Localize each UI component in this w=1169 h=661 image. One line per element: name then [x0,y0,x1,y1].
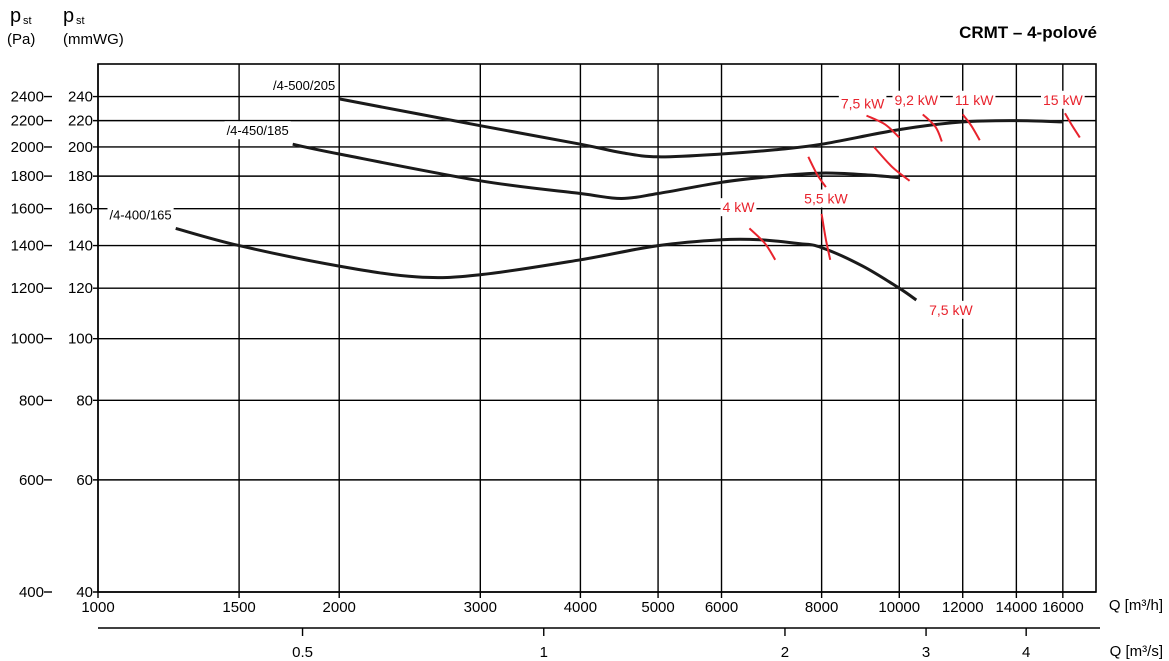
power-limit-arc [866,114,900,139]
x-top-tick-label: 1000 [81,599,114,616]
series-label-background [271,75,338,94]
power-label: 15 kW [1043,92,1083,108]
power-label: 7,5 kW [929,302,973,318]
power-limit-arc [807,156,827,188]
y-left-tick-label: 1400 [11,238,44,255]
power-label-background [927,300,975,319]
x-top-tick-label: 16000 [1042,599,1084,616]
x-top-tick-label: 4000 [564,599,597,616]
series-name-label: /4-450/185 [227,123,289,138]
power-label-background [1040,90,1085,109]
y-left-tick-label: 1800 [11,168,44,185]
y-right-label-symbol: p [63,5,74,27]
power-limit-arc [1064,112,1081,139]
y-right-tick-label: 200 [68,139,93,156]
y-right-label-unit: (mmWG) [63,31,124,48]
y-left-label-sub: st [23,15,32,27]
x-top-tick-label: 6000 [705,599,738,616]
y-left-label-unit: (Pa) [7,31,35,48]
y-left-tick-label: 800 [19,392,44,409]
x-bottom-tick-label: 0.5 [292,644,313,661]
power-limit-arc [873,146,911,182]
y-right-tick-label: 220 [68,113,93,130]
power-limit-arc [748,227,777,261]
power-label: 11 kW [955,92,994,108]
x-top-tick-label: 3000 [464,599,497,616]
y-left-tick-label: 600 [19,472,44,489]
y-right-tick-label: 160 [68,201,93,218]
series-label-background [224,121,291,140]
x-top-tick-label: 2000 [323,599,356,616]
x-bottom-tick-label: 1 [540,644,548,661]
x-bottom-axis-label: Q [m³/s] [1110,643,1163,660]
series-name-label: /4-400/165 [109,207,171,222]
y-right-tick-label: 120 [68,280,93,297]
y-left-tick-label: 1200 [11,280,44,297]
x-bottom-tick-label: 4 [1022,644,1030,661]
x-top-tick-label: 12000 [942,599,984,616]
y-right-tick-label: 240 [68,89,93,106]
power-label: 9,2 kW [894,92,938,108]
y-right-tick-label: 140 [68,238,93,255]
chart-axes [44,63,1100,636]
y-left-tick-label: 2400 [11,89,44,106]
power-label-background [952,90,996,109]
y-right-tick-label: 60 [76,472,93,489]
x-top-tick-label: 1500 [222,599,255,616]
x-top-tick-label: 5000 [641,599,674,616]
chart-labels: 1000 1500 2000 3000 4000 5000 6000 8000 10000 120… [11,75,1085,661]
y-right-tick-label: 100 [68,331,93,348]
x-top-tick-label: 8000 [805,599,838,616]
x-bottom-tick-label: 2 [781,644,789,661]
power-limit-arc [961,113,981,141]
y-left-tick-label: 400 [19,584,44,601]
power-label-background [720,198,757,217]
y-left-tick-label: 2200 [11,113,44,130]
y-right-tick-label: 180 [68,168,93,185]
x-top-axis-label: Q [m³/h] [1109,597,1163,614]
series-line [338,97,1063,159]
power-label-background [802,189,850,208]
power-limit-arc [922,113,943,142]
power-label-background [838,94,887,113]
power-limit-arcs [748,112,1081,261]
series-line [175,226,918,302]
x-bottom-tick-label: 3 [922,644,930,661]
y-right-tick-label: 40 [76,584,93,601]
series-label-background [107,205,174,224]
chart-title: CRMT – 4-polové [959,23,1097,42]
x-top-tick-label: 14000 [996,599,1038,616]
power-limit-arc [820,213,832,261]
series-name-label: /4-500/205 [273,78,335,93]
y-right-tick-label: 80 [76,392,93,409]
power-label: 7,5 kW [841,95,885,111]
x-top-tick-label: 10000 [878,599,920,616]
y-right-label-sub: st [76,15,85,27]
chart-series [175,97,1063,302]
y-left-label-symbol: p [10,5,21,27]
power-label: 4 kW [723,199,756,215]
series-line [292,142,900,201]
plot-frame [97,63,1097,593]
chart-grid [93,64,1096,598]
y-left-tick-label: 1000 [11,331,44,348]
y-left-tick-label: 1600 [11,201,44,218]
power-label: 5,5 kW [804,191,848,207]
power-label-background [892,90,941,109]
y-left-tick-label: 2000 [11,139,44,156]
